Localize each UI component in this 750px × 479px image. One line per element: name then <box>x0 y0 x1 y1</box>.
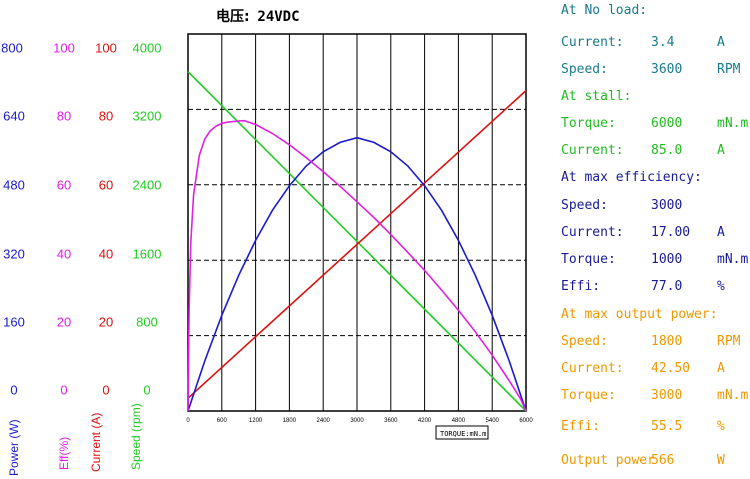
x-tick-label: 6000 <box>519 418 533 424</box>
x-tick-label: 1200 <box>249 418 263 424</box>
maxout-power-unit: W <box>717 453 725 468</box>
current-tick: 60 <box>98 177 114 193</box>
maxout-torque-unit: mN.m <box>717 388 749 403</box>
x-tick-label: 5400 <box>486 418 500 424</box>
series-line-current-a <box>187 90 527 399</box>
speed-tick: 800 <box>136 314 158 330</box>
maxout-speed-value: 1800 <box>651 334 683 349</box>
series-line-speed-rpm <box>187 71 527 412</box>
current-tick: 100 <box>95 40 117 56</box>
maxeff-effi-label: Effi: <box>561 279 601 294</box>
speed-tick: 2400 <box>132 177 162 193</box>
eff-tick: 40 <box>56 246 72 262</box>
x-tick-label: 1800 <box>283 418 297 424</box>
eff-axis: 100 80 60 40 20 0 Eff(%) <box>40 0 85 479</box>
power-tick: 160 <box>3 314 25 330</box>
eff-tick: 80 <box>56 108 72 124</box>
current-tick: 0 <box>102 382 110 398</box>
series-line-power-w <box>187 136 527 412</box>
maxout-power-label: Output power <box>561 453 655 468</box>
noload-current-label: Current: <box>561 35 624 50</box>
eff-tick: 100 <box>53 40 75 56</box>
maxout-effi-value: 55.5 <box>651 419 683 434</box>
noload-speed-value: 3600 <box>651 62 683 77</box>
maxout-effi-unit: % <box>717 419 725 434</box>
maxeff-header: At max efficiency: <box>561 170 702 185</box>
current-axis: 100 80 60 40 20 0 Current (A) <box>85 0 130 479</box>
power-tick: 480 <box>3 177 25 193</box>
speed-tick: 4000 <box>132 40 162 56</box>
maxout-current-label: Current: <box>561 361 624 376</box>
stall-header: At stall: <box>561 89 632 104</box>
speed-tick: 1600 <box>132 246 162 262</box>
maxout-power-value: 566 <box>651 453 675 468</box>
stall-torque-label: Torque: <box>561 116 616 131</box>
speed-axis: 4000 3200 2400 1600 800 0 Speed (rpm) <box>125 0 175 479</box>
maxeff-torque-unit: mN.m <box>717 252 749 267</box>
x-tick-label: 3600 <box>384 418 398 424</box>
x-tick-label: 2400 <box>317 418 331 424</box>
chart-title: 电压: 24VDC <box>216 6 300 26</box>
noload-speed-unit: RPM <box>717 62 741 77</box>
stall-current-label: Current: <box>561 143 624 158</box>
maxeff-current-unit: A <box>717 225 725 240</box>
current-tick: 20 <box>98 314 114 330</box>
maxout-current-value: 42.50 <box>651 361 691 376</box>
maxout-current-unit: A <box>717 361 725 376</box>
x-tick-label: 600 <box>217 418 228 424</box>
noload-header: At No load: <box>561 3 648 18</box>
noload-current-unit: A <box>717 35 725 50</box>
x-tick-label: 4800 <box>452 418 466 424</box>
x-tick-label: 4200 <box>418 418 432 424</box>
stall-torque-unit: mN.m <box>717 116 749 131</box>
maxout-torque-label: Torque: <box>561 388 616 403</box>
eff-tick: 60 <box>56 177 72 193</box>
current-tick: 80 <box>98 108 114 124</box>
maxeff-speed-label: Speed: <box>561 198 608 213</box>
maxeff-current-value: 17.00 <box>651 225 691 240</box>
noload-current-value: 3.4 <box>651 35 675 50</box>
stall-current-value: 85.0 <box>651 143 683 158</box>
power-tick: 800 <box>1 40 23 56</box>
maxeff-torque-value: 1000 <box>651 252 683 267</box>
x-axis-label-box <box>435 425 489 440</box>
maxout-header: At max output power: <box>561 307 718 322</box>
maxout-torque-value: 3000 <box>651 388 683 403</box>
x-axis-label: TORQUE:mN.m <box>440 430 486 438</box>
noload-speed-label: Speed: <box>561 62 608 77</box>
current-tick: 40 <box>98 246 114 262</box>
x-tick-label: 3000 <box>350 418 364 424</box>
eff-tick: 0 <box>60 382 68 398</box>
power-tick: 0 <box>10 382 18 398</box>
speed-tick: 3200 <box>132 108 162 124</box>
maxout-speed-label: Speed: <box>561 334 608 349</box>
stall-current-unit: A <box>717 143 725 158</box>
title-label: 电压: <box>216 9 250 25</box>
power-axis: 800 640 480 320 160 0 Power (W) <box>0 0 30 479</box>
series-line-eff <box>187 119 527 412</box>
maxeff-current-label: Current: <box>561 225 624 240</box>
x-tick-label: 0 <box>186 418 190 424</box>
maxeff-torque-label: Torque: <box>561 252 616 267</box>
eff-tick: 20 <box>56 314 72 330</box>
speed-tick: 0 <box>143 382 151 398</box>
maxeff-speed-value: 3000 <box>651 198 683 213</box>
stall-torque-value: 6000 <box>651 116 683 131</box>
power-tick: 320 <box>3 246 25 262</box>
power-tick: 640 <box>3 108 25 124</box>
maxeff-effi-unit: % <box>717 279 725 294</box>
maxeff-effi-value: 77.0 <box>651 279 683 294</box>
maxout-effi-label: Effi: <box>561 419 601 434</box>
maxout-speed-unit: RPM <box>717 334 741 349</box>
title-value: 24VDC <box>257 9 300 25</box>
